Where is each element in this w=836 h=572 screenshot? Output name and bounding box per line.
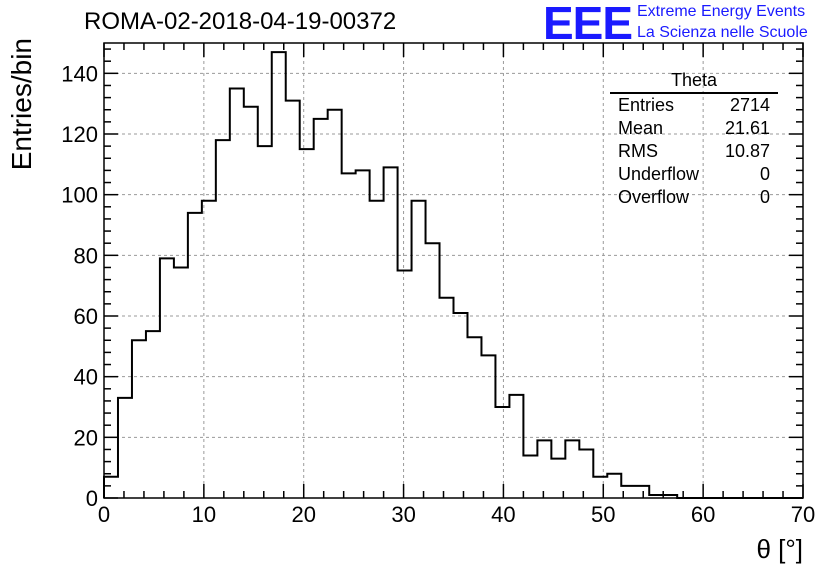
stats-row: RMS 10.87 [610, 140, 778, 163]
x-tick-label: 70 [791, 502, 815, 527]
x-tick-label: 0 [98, 502, 110, 527]
y-axis-label: Entries/bin [6, 38, 37, 170]
stats-label: Entries [618, 95, 675, 115]
axis-ticks [103, 43, 804, 499]
stats-label: RMS [618, 141, 658, 161]
stats-box: Theta Entries 2714 Mean 21.61 RMS 10.87 … [610, 70, 778, 209]
stats-label: Overflow [618, 187, 690, 207]
y-tick-label: 80 [74, 243, 98, 268]
x-tick-label: 10 [192, 502, 216, 527]
chart-title: ROMA-02-2018-04-19-00372 [84, 8, 397, 35]
x-tick-label: 40 [491, 502, 515, 527]
stats-title: Theta [610, 70, 778, 94]
x-axis-label: θ [°] [756, 534, 803, 564]
stats-value: 10.87 [724, 141, 770, 161]
logo-subtitle-2: La Scienza nelle Scuole [637, 24, 808, 41]
x-tick-label: 50 [591, 502, 615, 527]
y-tick-label: 40 [74, 365, 98, 390]
histogram-line [103, 51, 803, 499]
y-tick-labels: 0 20 40 60 80 100 120 140 [61, 61, 98, 511]
x-tick-label: 60 [691, 502, 715, 527]
stats-row: Mean 21.61 [610, 117, 778, 140]
x-tick-label: 20 [291, 502, 315, 527]
y-tick-label: 20 [74, 425, 98, 450]
y-tick-label: 140 [61, 61, 98, 86]
stats-label: Mean [618, 118, 664, 138]
x-tick-labels: 0 10 20 30 40 50 60 70 [98, 502, 815, 527]
stats-value: 0 [759, 164, 770, 184]
logo-subtitle-1: Extreme Energy Events [637, 3, 806, 20]
plot-frame [103, 42, 804, 499]
x-tick-label: 30 [391, 502, 415, 527]
stats-row: Overflow 0 [610, 186, 778, 209]
y-tick-label: 120 [61, 122, 98, 147]
y-tick-label: 60 [74, 304, 98, 329]
eee-logo: EEE [543, 0, 633, 49]
y-tick-label: 100 [61, 183, 98, 208]
y-tick-label: 0 [86, 486, 98, 511]
stats-row: Entries 2714 [610, 94, 778, 117]
stats-row: Underflow 0 [610, 163, 778, 186]
stats-value: 0 [759, 187, 770, 207]
stats-value: 21.61 [724, 118, 770, 138]
stats-value: 2714 [729, 95, 770, 115]
grid-lines [104, 43, 803, 498]
stats-label: Underflow [618, 164, 700, 184]
